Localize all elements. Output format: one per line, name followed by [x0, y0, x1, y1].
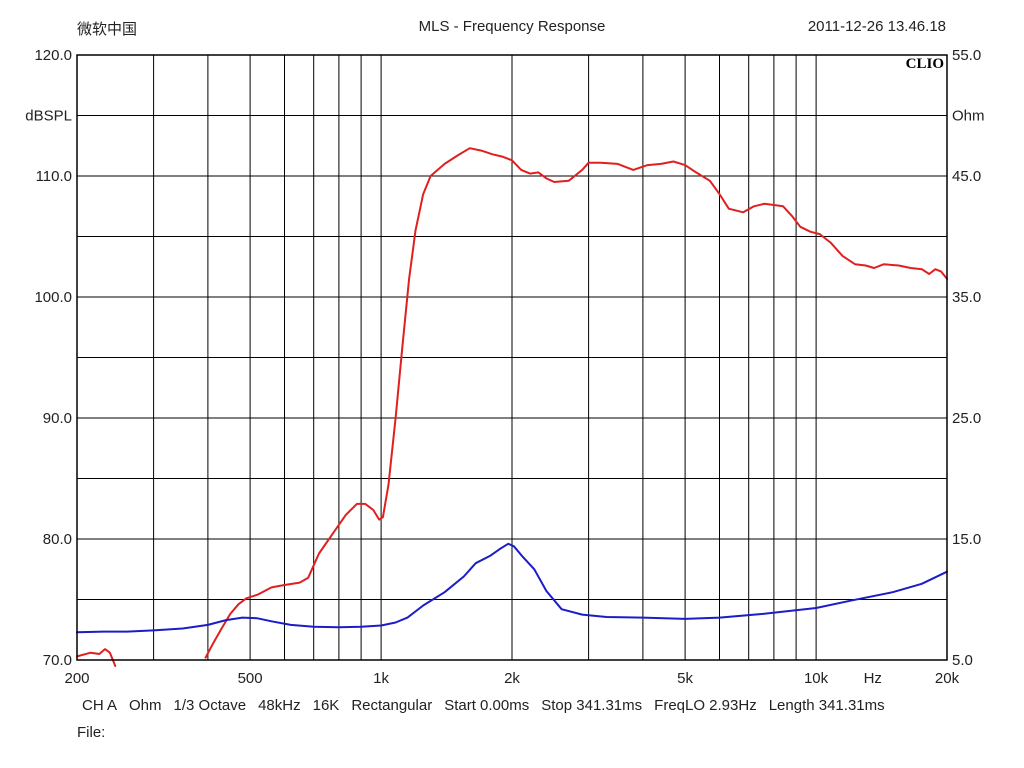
y-tick-label: 90.0: [43, 410, 72, 427]
y2-tick-label: 55.0: [952, 47, 981, 64]
y-tick-label: 100.0: [34, 289, 72, 306]
x-tick-label: 2k: [504, 670, 520, 687]
y2-tick-label: 35.0: [952, 289, 981, 306]
spl-trace: [76, 648, 117, 667]
setting-item: Stop 341.31ms: [541, 697, 643, 714]
y-tick-label: 80.0: [43, 531, 72, 548]
header-left-text: 微软中国: [77, 21, 138, 38]
setting-item: 48kHz: [258, 697, 301, 714]
setting-item: FreqLO 2.93Hz: [654, 697, 757, 714]
x-tick-label: 5k: [677, 670, 693, 687]
setting-item: CH A: [82, 697, 118, 714]
file-label: File:: [77, 724, 106, 741]
x-unit-label: Hz: [864, 670, 882, 687]
data-traces: [76, 147, 948, 667]
y2-tick-label: 25.0: [952, 410, 981, 427]
spl-trace: [204, 147, 948, 659]
y2-tick-label: 5.0: [952, 652, 973, 669]
x-tick-label: 200: [64, 670, 89, 687]
x-tick-label: 1k: [373, 670, 389, 687]
chart-title: MLS - Frequency Response: [418, 18, 606, 35]
setting-item: 1/3 Octave: [173, 697, 247, 714]
setting-item: Length 341.31ms: [768, 697, 885, 714]
y2-axis-label: Ohm: [952, 108, 985, 125]
y-tick-label: 110.0: [36, 168, 72, 185]
x-tick-label: 20k: [935, 670, 960, 687]
setting-item: 16K: [312, 697, 340, 714]
x-tick-label: 10k: [804, 670, 829, 687]
y2-tick-label: 15.0: [952, 531, 981, 548]
clio-logo: CLIO: [906, 56, 944, 72]
y2-tick-label: 45.0: [952, 168, 981, 185]
y-tick-label: 70.0: [43, 652, 72, 669]
setting-item: Start 0.00ms: [444, 697, 530, 714]
measurement-settings: CH A Ohm 1/3 Octave 48kHz 16K Rectangular Star…: [82, 697, 897, 714]
tick-labels: 120.0 110.0 100.0 90.0 80.0 70.0 55.0 45.0 35.0 2…: [34, 47, 981, 687]
impedance-trace: [76, 542, 948, 634]
chart-grid: [77, 55, 947, 660]
y-axis-label: dBSPL: [25, 108, 72, 125]
x-tick-label: 500: [238, 670, 263, 687]
setting-item: Ohm: [129, 697, 162, 714]
header-timestamp: 2011-12-26 13.46.18: [807, 18, 946, 35]
setting-item: Rectangular: [351, 697, 433, 714]
y-tick-label: 120.0: [34, 47, 72, 64]
plot-frame: [76, 54, 948, 661]
